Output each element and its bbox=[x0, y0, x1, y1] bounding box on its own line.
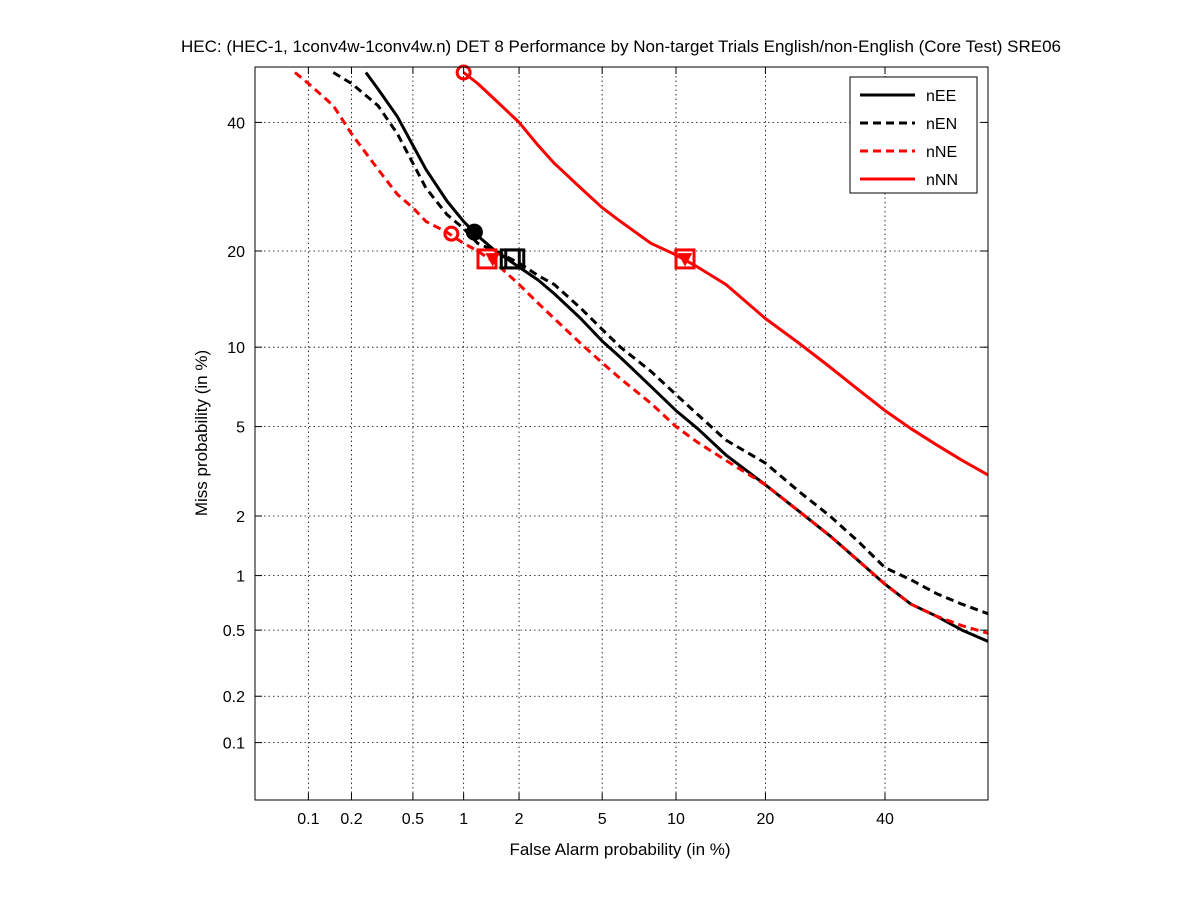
plot-frame bbox=[254, 66, 989, 801]
marker-layer bbox=[443, 64, 696, 270]
y-axis-label: Miss probability (in %) bbox=[192, 350, 211, 516]
marker-nnn-square bbox=[674, 248, 696, 270]
y-tick-label: 1 bbox=[236, 569, 245, 586]
x-tick-label: 1 bbox=[459, 811, 468, 828]
chart-title: HEC: (HEC-1, 1conv4w-1conv4w.n) DET 8 Pe… bbox=[181, 37, 1061, 56]
y-tick-label: 40 bbox=[227, 115, 245, 132]
tick-marks bbox=[255, 67, 988, 800]
marker-nne-open-circle bbox=[443, 225, 460, 242]
x-tick-label: 0.1 bbox=[297, 811, 319, 828]
x-tick-labels: 0.1 0.2 0.5 1 2 5 10 20 40 bbox=[297, 811, 894, 828]
marker-nee-filled-circle bbox=[465, 223, 483, 241]
y-tick-labels: 0.1 0.2 0.5 1 2 5 10 20 40 bbox=[223, 115, 245, 752]
marker-nen-square bbox=[504, 248, 526, 270]
y-tick-label: 20 bbox=[227, 244, 245, 261]
y-tick-label: 0.1 bbox=[223, 736, 245, 753]
series-nen-line bbox=[332, 71, 988, 616]
legend-label-nee: nEE bbox=[926, 88, 956, 105]
x-tick-label: 20 bbox=[757, 811, 775, 828]
y-tick-label: 10 bbox=[227, 340, 245, 357]
marker-nnn-open-circle bbox=[455, 64, 472, 81]
legend: nEE nEN nNE nNN bbox=[849, 76, 978, 194]
x-tick-label: 5 bbox=[598, 811, 607, 828]
legend-label-nnn: nNN bbox=[926, 172, 958, 189]
x-tick-label: 40 bbox=[876, 811, 894, 828]
x-tick-label: 0.5 bbox=[402, 811, 424, 828]
y-tick-label: 0.2 bbox=[223, 689, 245, 706]
x-tick-label: 2 bbox=[515, 811, 524, 828]
x-tick-label: 10 bbox=[667, 811, 685, 828]
x-axis-label: False Alarm probability (in %) bbox=[509, 840, 730, 859]
legend-label-nen: nEN bbox=[926, 116, 957, 133]
y-tick-label: 5 bbox=[236, 420, 245, 437]
marker-nnn-triangle-down bbox=[677, 253, 693, 267]
y-tick-label: 0.5 bbox=[223, 623, 245, 640]
legend-entries: nEE nEN nNE nNN bbox=[860, 88, 958, 189]
series-nne-line bbox=[294, 71, 988, 635]
legend-label-nne: nNE bbox=[926, 144, 957, 161]
x-tick-label: 0.2 bbox=[340, 811, 362, 828]
marker-nne-triangle-down bbox=[485, 253, 500, 267]
y-tick-label: 2 bbox=[236, 509, 245, 526]
